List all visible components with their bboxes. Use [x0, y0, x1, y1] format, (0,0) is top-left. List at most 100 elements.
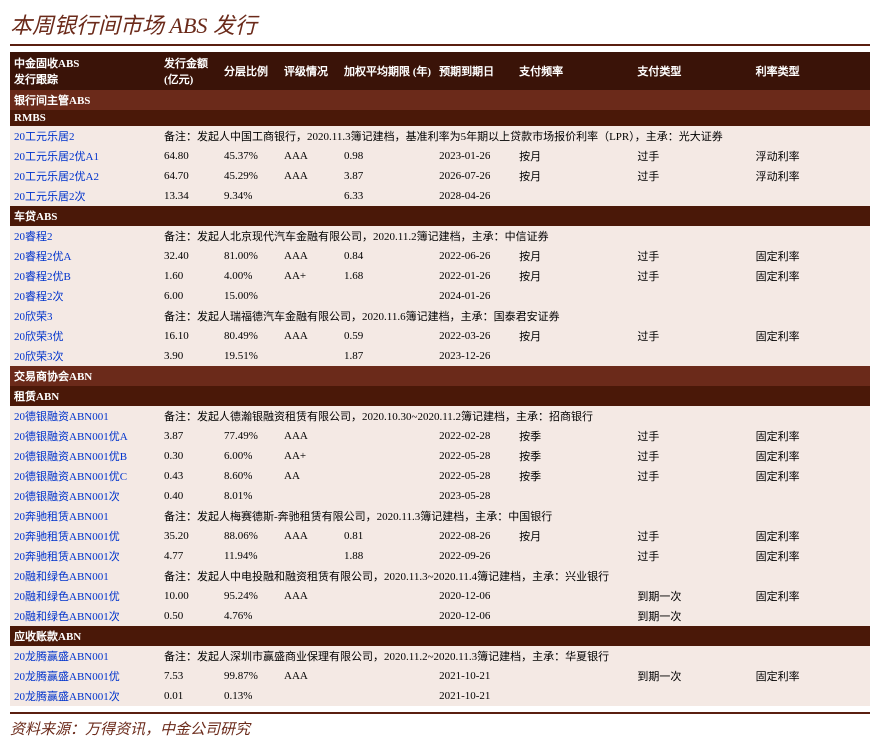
cell: [752, 486, 870, 506]
cell: 20融和绿色ABN001次: [10, 606, 160, 626]
cell: AAA: [280, 166, 340, 186]
cell: AAA: [280, 326, 340, 346]
cell: 2020-12-06: [435, 606, 515, 626]
col-header: 加权平均期限 (年): [340, 52, 435, 90]
cell: 按季: [515, 466, 633, 486]
cell: 77.49%: [220, 426, 280, 446]
cell: 按月: [515, 266, 633, 286]
section-cell: 银行间主管ABS: [10, 90, 870, 110]
cell: 64.80: [160, 146, 220, 166]
cell: 45.37%: [220, 146, 280, 166]
cell: 过手: [633, 466, 751, 486]
cell: 80.49%: [220, 326, 280, 346]
cell: 20德银融资ABN001优C: [10, 466, 160, 486]
cell: AAA: [280, 666, 340, 686]
col-header: 利率类型: [752, 52, 870, 90]
footer-line: [10, 712, 870, 714]
cell: [515, 666, 633, 686]
col-header: 中金固收ABS 发行跟踪: [10, 52, 160, 90]
cell: 2022-09-26: [435, 546, 515, 566]
cell: 2022-05-28: [435, 446, 515, 466]
cell: [515, 346, 633, 366]
col-header: 预期到期日: [435, 52, 515, 90]
cell: 到期一次: [633, 666, 751, 686]
cell: 6.33: [340, 186, 435, 206]
cell: 1.87: [340, 346, 435, 366]
col-header: 支付频率: [515, 52, 633, 90]
cell: [515, 586, 633, 606]
cell: 0.59: [340, 326, 435, 346]
cell: 81.00%: [220, 246, 280, 266]
title-underline: [10, 44, 870, 46]
cell: 20睿程2优B: [10, 266, 160, 286]
cell: 9.34%: [220, 186, 280, 206]
cell: 20工元乐居2次: [10, 186, 160, 206]
note-text: 备注：发起人北京现代汽车金融有限公司，2020.11.2簿记建档，主承：中信证券: [160, 226, 870, 246]
subsect-cell: 应收账款ABN: [10, 626, 870, 646]
cell: 1.68: [340, 266, 435, 286]
cell: 99.87%: [220, 666, 280, 686]
cell: 6.00: [160, 286, 220, 306]
cell: 固定利率: [752, 466, 870, 486]
cell: [752, 186, 870, 206]
cell: AA+: [280, 446, 340, 466]
cell: 3.87: [340, 166, 435, 186]
cell: 到期一次: [633, 586, 751, 606]
cell: 45.29%: [220, 166, 280, 186]
cell: 20睿程2优A: [10, 246, 160, 266]
cell: 11.94%: [220, 546, 280, 566]
cell: 2023-05-28: [435, 486, 515, 506]
cell: [515, 686, 633, 706]
cell: 按季: [515, 446, 633, 466]
cell: 按月: [515, 526, 633, 546]
cell: 13.34: [160, 186, 220, 206]
cell: [633, 186, 751, 206]
note-name: 20睿程2: [10, 226, 160, 246]
cell: AAA: [280, 146, 340, 166]
cell: 32.40: [160, 246, 220, 266]
cell: 固定利率: [752, 586, 870, 606]
cell: 0.84: [340, 246, 435, 266]
cell: 4.77: [160, 546, 220, 566]
cell: 2021-10-21: [435, 686, 515, 706]
cell: 固定利率: [752, 246, 870, 266]
note-name: 20龙腾赢盛ABN001: [10, 646, 160, 666]
cell: 88.06%: [220, 526, 280, 546]
cell: 0.13%: [220, 686, 280, 706]
col-header: 分层比例: [220, 52, 280, 90]
cell: 2022-01-26: [435, 266, 515, 286]
cell: 20欣荣3优: [10, 326, 160, 346]
note-text: 备注：发起人瑞福德汽车金融有限公司，2020.11.6簿记建档，主承：国泰君安证…: [160, 306, 870, 326]
cell: 0.40: [160, 486, 220, 506]
cell: [752, 686, 870, 706]
cell: 浮动利率: [752, 166, 870, 186]
cell: [280, 286, 340, 306]
cell: [633, 686, 751, 706]
cell: 1.88: [340, 546, 435, 566]
cell: 过手: [633, 266, 751, 286]
cell: 2023-12-26: [435, 346, 515, 366]
cell: 过手: [633, 246, 751, 266]
cell: 20龙腾赢盛ABN001次: [10, 686, 160, 706]
cell: 2022-05-28: [435, 466, 515, 486]
cell: 2020-12-06: [435, 586, 515, 606]
cell: [340, 426, 435, 446]
col-header: 支付类型: [633, 52, 751, 90]
cell: 过手: [633, 166, 751, 186]
cell: [633, 286, 751, 306]
cell: 按月: [515, 246, 633, 266]
cell: 20龙腾赢盛ABN001优: [10, 666, 160, 686]
cell: 3.87: [160, 426, 220, 446]
cell: AAA: [280, 246, 340, 266]
note-name: 20融和绿色ABN001: [10, 566, 160, 586]
cell: [515, 186, 633, 206]
cell: 20德银融资ABN001优A: [10, 426, 160, 446]
cell: 固定利率: [752, 526, 870, 546]
cell: 按月: [515, 146, 633, 166]
cell: 2022-06-26: [435, 246, 515, 266]
cell: 19.51%: [220, 346, 280, 366]
cell: [340, 486, 435, 506]
cell: [280, 606, 340, 626]
cell: 按月: [515, 166, 633, 186]
cell: 固定利率: [752, 426, 870, 446]
